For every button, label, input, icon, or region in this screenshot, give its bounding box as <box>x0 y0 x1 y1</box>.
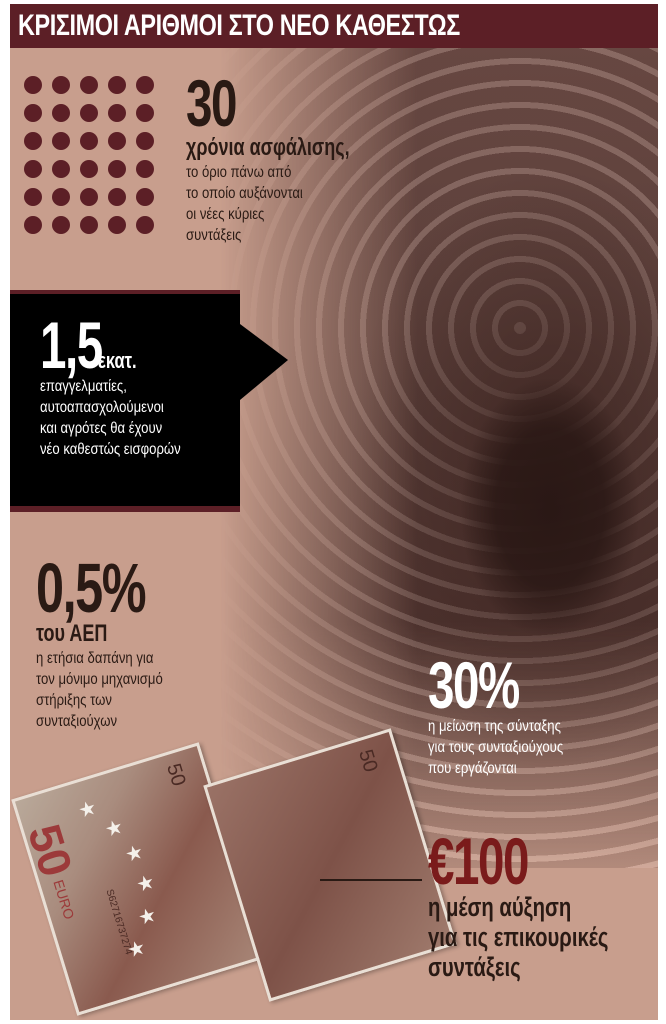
stat-line: για τις επικουρικές <box>428 922 609 952</box>
stat-line: η μείωση της σύνταξης <box>428 718 561 735</box>
banknote-denomination: 50 <box>18 818 83 883</box>
dot <box>80 216 98 234</box>
stat-value: 30% <box>428 648 520 722</box>
stat-line: το όριο πάνω από <box>186 164 292 181</box>
stat-unit: εκατ. <box>97 348 137 373</box>
star-icon: ★ <box>122 840 147 868</box>
stat-value: €100 <box>428 824 529 898</box>
stat-subtitle: του ΑΕΠ <box>36 620 108 647</box>
crowd-photo <box>220 48 658 868</box>
dot <box>108 216 126 234</box>
dot <box>52 160 70 178</box>
dot <box>108 132 126 150</box>
dot <box>108 188 126 206</box>
dot <box>24 76 42 94</box>
stat-gdp: 0,5% του ΑΕΠ η ετήσια δαπάνη για τον μόν… <box>36 549 191 732</box>
star-icon: ★ <box>124 936 149 963</box>
dot <box>24 132 42 150</box>
dot <box>52 216 70 234</box>
dot <box>136 160 154 178</box>
banknote-denomination-small: 50 <box>354 747 382 775</box>
leader-line <box>320 879 422 881</box>
dot <box>108 104 126 122</box>
stat-pension-cut: 30% η μείωση της σύνταξης για τους συντα… <box>428 648 593 779</box>
stat-line: συνταξιούχων <box>36 713 118 730</box>
stat-value: 30 <box>186 66 237 140</box>
infographic: ΚΡΙΣΙΜΟΙ ΑΡΙΘΜΟΙ ΣΤΟ ΝΕΟ ΚΑΘΕΣΤΩΣ 30 χρό… <box>10 4 658 1020</box>
stat-professionals-box: 1,5εκατ. επαγγελματίες, αυτοαπασχολούμεν… <box>10 290 240 512</box>
stat-line: αυτοαπασχολούμενοι <box>40 399 164 416</box>
title-text: ΚΡΙΣΙΜΟΙ ΑΡΙΘΜΟΙ ΣΤΟ ΝΕΟ ΚΑΘΕΣΤΩΣ <box>18 9 460 42</box>
banknote-currency: EURO <box>50 877 78 922</box>
stat-line: για τους συνταξιούχους <box>428 739 564 756</box>
dot <box>52 104 70 122</box>
page-title: ΚΡΙΣΙΜΟΙ ΑΡΙΘΜΟΙ ΣΤΟ ΝΕΟ ΚΑΘΕΣΤΩΣ <box>10 4 658 48</box>
dot <box>24 104 42 122</box>
stat-subtitle: χρόνια ασφάλισης, <box>186 134 350 161</box>
stat-line: συντάξεις <box>428 952 521 982</box>
stat-line: επαγγελματίες, <box>40 378 127 395</box>
dot <box>136 76 154 94</box>
stat-supplementary: €100 η μέση αύξηση για τις επικουρικές σ… <box>428 824 658 982</box>
star-icon: ★ <box>75 796 100 823</box>
dot <box>108 76 126 94</box>
stat-line: η μέση αύξηση <box>428 892 572 922</box>
stat-line: το οποίο αυξάνονται <box>186 185 303 202</box>
dot <box>136 188 154 206</box>
stat-line: νέο καθεστώς εισφορών <box>40 441 181 458</box>
stat-line: και αγρότες θα έχουν <box>40 420 163 437</box>
callout-pointer <box>240 324 288 400</box>
stat-line: τον μόνιμο μηχανισμό <box>36 671 163 688</box>
dot <box>136 104 154 122</box>
banknote-denomination-small: 50 <box>162 761 190 789</box>
dot <box>136 216 154 234</box>
dot-grid-icon <box>24 76 154 234</box>
dot <box>80 188 98 206</box>
stat-years: 30 χρόνια ασφάλισης, το όριο πάνω από το… <box>186 66 404 246</box>
dot <box>52 76 70 94</box>
dot <box>52 132 70 150</box>
dot <box>52 188 70 206</box>
dot <box>80 160 98 178</box>
dot <box>80 104 98 122</box>
stat-line: που εργάζονται <box>428 760 517 777</box>
stat-value: 0,5% <box>36 549 147 627</box>
dot <box>136 132 154 150</box>
dot <box>24 188 42 206</box>
dot <box>108 160 126 178</box>
dot <box>80 132 98 150</box>
star-icon: ★ <box>133 870 158 898</box>
stat-value: 1,5 <box>40 308 103 382</box>
stat-line: οι νέες κύριες <box>186 206 265 223</box>
star-icon: ★ <box>135 903 160 931</box>
stat-line: στήριξης των <box>36 692 112 709</box>
stat-line: συντάξεις <box>186 227 242 244</box>
star-icon: ★ <box>102 815 127 842</box>
dot <box>24 216 42 234</box>
stat-line: η ετήσια δαπάνη για <box>36 650 154 667</box>
dot <box>24 160 42 178</box>
dot <box>80 76 98 94</box>
